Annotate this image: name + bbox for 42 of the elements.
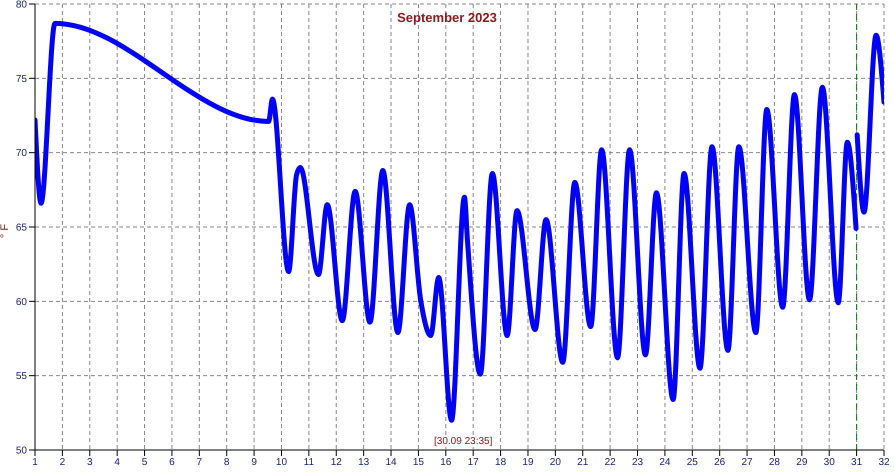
x-tick-label: 13 [358, 457, 370, 468]
text: September 2023 [396, 10, 498, 25]
x-tick-label: 23 [632, 457, 644, 468]
x-tick-label: 17 [468, 457, 480, 468]
x-tick-label: 8 [224, 457, 230, 468]
x-tick-label: 18 [495, 457, 507, 468]
x-tick-label: 26 [714, 457, 726, 468]
y-tick-label: 75 [16, 74, 28, 85]
y-tick-label: 70 [16, 148, 28, 160]
x-tick-label: 6 [169, 457, 176, 468]
y-tick-label: 65 [16, 222, 28, 234]
x-tick-label: 20 [550, 457, 562, 468]
x-tick-label: 31 [851, 457, 863, 468]
x-tick-label: 2 [60, 457, 66, 468]
x-tick-label: 11 [304, 457, 314, 468]
x-tick-label: 1 [32, 457, 38, 468]
x-tick-label: 27 [742, 457, 754, 468]
annotation: [30.09 23:35] [434, 436, 492, 447]
x-tick-label: 21 [577, 457, 589, 468]
x-tick-label: 25 [686, 457, 698, 468]
y-tick-label: 60 [16, 296, 28, 308]
y-tick-label: 80 [16, 0, 28, 11]
x-tick-label: 10 [276, 457, 288, 468]
x-tick-label: 12 [330, 457, 342, 468]
x-tick-label: 7 [196, 457, 203, 468]
y-axis-title: ° F [0, 224, 12, 238]
x-tick-label: 4 [114, 457, 120, 468]
x-tick-label: 30 [824, 457, 836, 468]
x-tick-label: 14 [385, 457, 398, 468]
x-tick-label: 29 [796, 457, 808, 468]
x-tick-label: 19 [522, 457, 534, 468]
x-tick-label: 28 [768, 457, 780, 468]
x-tick-label: 9 [251, 457, 258, 468]
x-tick-label: 22 [604, 457, 616, 468]
y-tick-label: 50 [16, 446, 28, 457]
x-tick-label: 15 [412, 457, 424, 468]
x-tick-label: 32 [878, 457, 890, 468]
x-tick-label: 16 [440, 457, 452, 468]
x-tick-label: 5 [142, 457, 148, 468]
y-tick-label: 55 [16, 371, 28, 382]
x-tick-label: 24 [659, 457, 671, 468]
x-tick-label: 3 [86, 457, 93, 468]
